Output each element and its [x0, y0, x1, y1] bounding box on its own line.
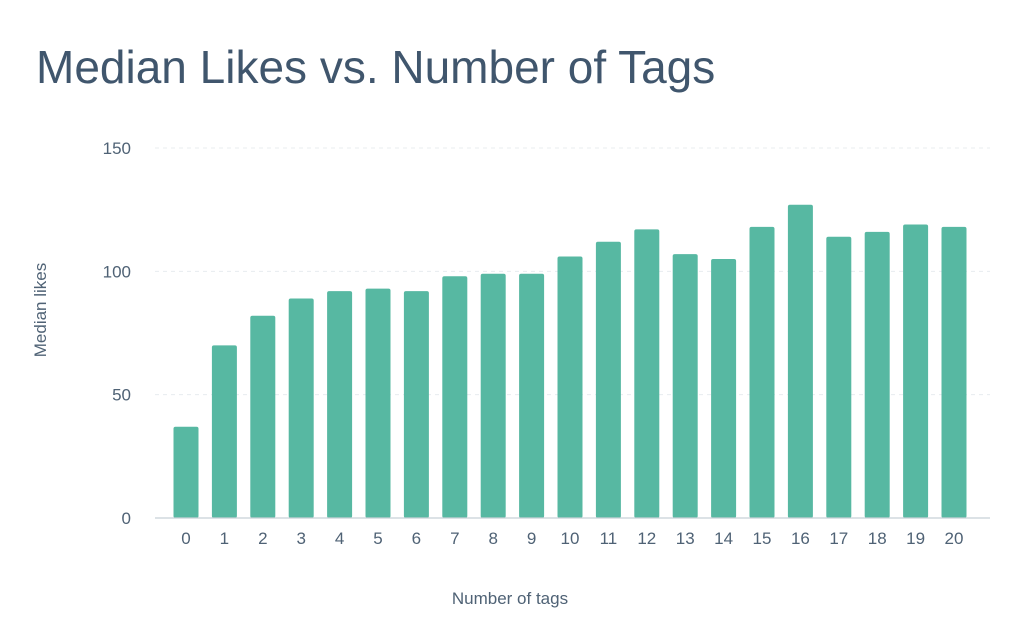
bar: [250, 315, 276, 518]
y-tick-label: 0: [122, 509, 131, 528]
bar: [327, 291, 353, 518]
bar: [173, 426, 199, 518]
bar: [557, 256, 583, 518]
x-tick-label: 13: [676, 529, 695, 548]
bar: [749, 226, 775, 518]
x-tick-label: 20: [945, 529, 964, 548]
bar: [365, 288, 391, 518]
bar: [941, 226, 967, 518]
bar: [442, 276, 468, 518]
bar: [403, 291, 429, 518]
y-tick-label: 50: [112, 386, 131, 405]
y-axis-title: Median likes: [31, 263, 50, 358]
bar: [211, 345, 237, 518]
y-tick-label: 100: [103, 262, 131, 281]
x-tick-label: 8: [488, 529, 497, 548]
x-tick-label: 10: [561, 529, 580, 548]
x-tick-label: 14: [714, 529, 733, 548]
bar: [864, 231, 890, 518]
x-tick-label: 19: [906, 529, 925, 548]
x-tick-label: 3: [296, 529, 305, 548]
x-tick-label: 4: [335, 529, 344, 548]
x-tick-label: 12: [637, 529, 656, 548]
x-tick-label: 9: [527, 529, 536, 548]
bar: [519, 273, 545, 518]
x-axis-title: Number of tags: [452, 589, 568, 608]
bars: [173, 204, 967, 519]
x-tick-label: 2: [258, 529, 267, 548]
bar: [288, 298, 314, 518]
bar: [826, 236, 852, 519]
x-tick-label: 17: [829, 529, 848, 548]
x-tick-label: 6: [412, 529, 421, 548]
bar: [711, 259, 737, 518]
x-tick-label: 0: [181, 529, 190, 548]
y-tick-label: 150: [103, 139, 131, 158]
bar: [787, 204, 813, 518]
bar: [634, 229, 660, 518]
x-tick-label: 18: [868, 529, 887, 548]
x-tick-label: 15: [753, 529, 772, 548]
x-tick-label: 7: [450, 529, 459, 548]
chart-title: Median Likes vs. Number of Tags: [36, 41, 716, 93]
bar: [480, 273, 506, 518]
x-tick-label: 16: [791, 529, 810, 548]
x-tick-label: 5: [373, 529, 382, 548]
bar: [672, 254, 698, 519]
bar: [595, 241, 621, 518]
x-tick-label: 1: [220, 529, 229, 548]
bar: [903, 224, 929, 518]
x-tick-label: 11: [600, 529, 618, 548]
